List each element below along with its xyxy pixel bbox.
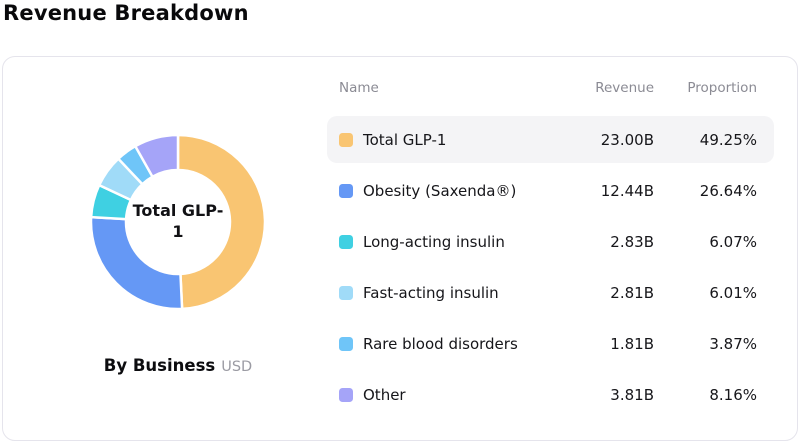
series-name-cell: Other xyxy=(339,386,554,404)
series-name-label: Total GLP-1 xyxy=(363,130,447,149)
series-name-label: Rare blood disorders xyxy=(363,334,518,353)
series-color-swatch xyxy=(339,387,353,402)
column-header-name: Name xyxy=(339,80,379,96)
series-color-swatch xyxy=(339,285,353,300)
donut-chart-svg xyxy=(90,134,266,310)
series-color-swatch xyxy=(339,132,353,147)
donut-segment[interactable] xyxy=(176,134,266,310)
table-row[interactable]: Rare blood disorders 1.81B 3.87% xyxy=(327,320,774,367)
page-title: Revenue Breakdown xyxy=(3,1,249,25)
series-name-label: Fast-acting insulin xyxy=(363,283,499,302)
series-color-swatch xyxy=(339,336,353,351)
table-row[interactable]: Long-acting insulin 2.83B 6.07% xyxy=(327,218,774,265)
series-proportion-value: 6.07% xyxy=(709,232,757,251)
breakdown-table: Name Revenue Proportion Total GLP-1 23.0… xyxy=(327,57,797,440)
series-revenue-value: 1.81B xyxy=(610,334,654,353)
column-header-proportion: Proportion xyxy=(687,80,757,96)
column-header-revenue: Revenue xyxy=(595,80,654,96)
series-revenue-value: 2.81B xyxy=(610,283,654,302)
table-row[interactable]: Other 3.81B 8.16% xyxy=(327,371,774,418)
series-revenue-value: 3.81B xyxy=(610,385,654,404)
series-proportion-value: 8.16% xyxy=(709,385,757,404)
chart-caption-unit: USD xyxy=(221,359,253,375)
series-name-cell: Total GLP-1 xyxy=(339,131,554,149)
series-revenue-value: 23.00B xyxy=(600,130,654,149)
series-proportion-value: 49.25% xyxy=(699,130,757,149)
chart-caption: By Business USD xyxy=(104,356,252,375)
series-revenue-value: 12.44B xyxy=(600,181,654,200)
series-name-label: Long-acting insulin xyxy=(363,232,505,251)
series-color-swatch xyxy=(339,234,353,249)
table-header-row: Name Revenue Proportion xyxy=(327,75,774,101)
table-body: Total GLP-1 23.00B 49.25% Obesity (Saxen… xyxy=(327,116,774,418)
series-revenue-value: 2.83B xyxy=(610,232,654,251)
donut-chart[interactable]: Total GLP-1 xyxy=(90,134,266,310)
series-name-cell: Rare blood disorders xyxy=(339,335,554,353)
series-proportion-value: 26.64% xyxy=(699,181,757,200)
chart-caption-title: By Business xyxy=(103,356,216,375)
table-row[interactable]: Obesity (Saxenda®) 12.44B 26.64% xyxy=(327,167,774,214)
table-row[interactable]: Total GLP-1 23.00B 49.25% xyxy=(327,116,774,163)
donut-center-label: Total GLP-1 xyxy=(132,201,224,241)
donut-segment[interactable] xyxy=(134,134,180,178)
series-proportion-value: 6.01% xyxy=(709,283,757,302)
table-row[interactable]: Fast-acting insulin 2.81B 6.01% xyxy=(327,269,774,316)
series-name-label: Obesity (Saxenda®) xyxy=(363,181,517,200)
series-name-cell: Long-acting insulin xyxy=(339,233,554,251)
series-name-cell: Obesity (Saxenda®) xyxy=(339,182,554,200)
series-proportion-value: 3.87% xyxy=(709,334,757,353)
series-color-swatch xyxy=(339,183,353,198)
revenue-card: Total GLP-1 By Business USD Name Revenue … xyxy=(2,56,798,441)
series-name-cell: Fast-acting insulin xyxy=(339,284,554,302)
donut-chart-panel: Total GLP-1 By Business USD xyxy=(3,57,327,440)
series-name-label: Other xyxy=(363,385,406,404)
